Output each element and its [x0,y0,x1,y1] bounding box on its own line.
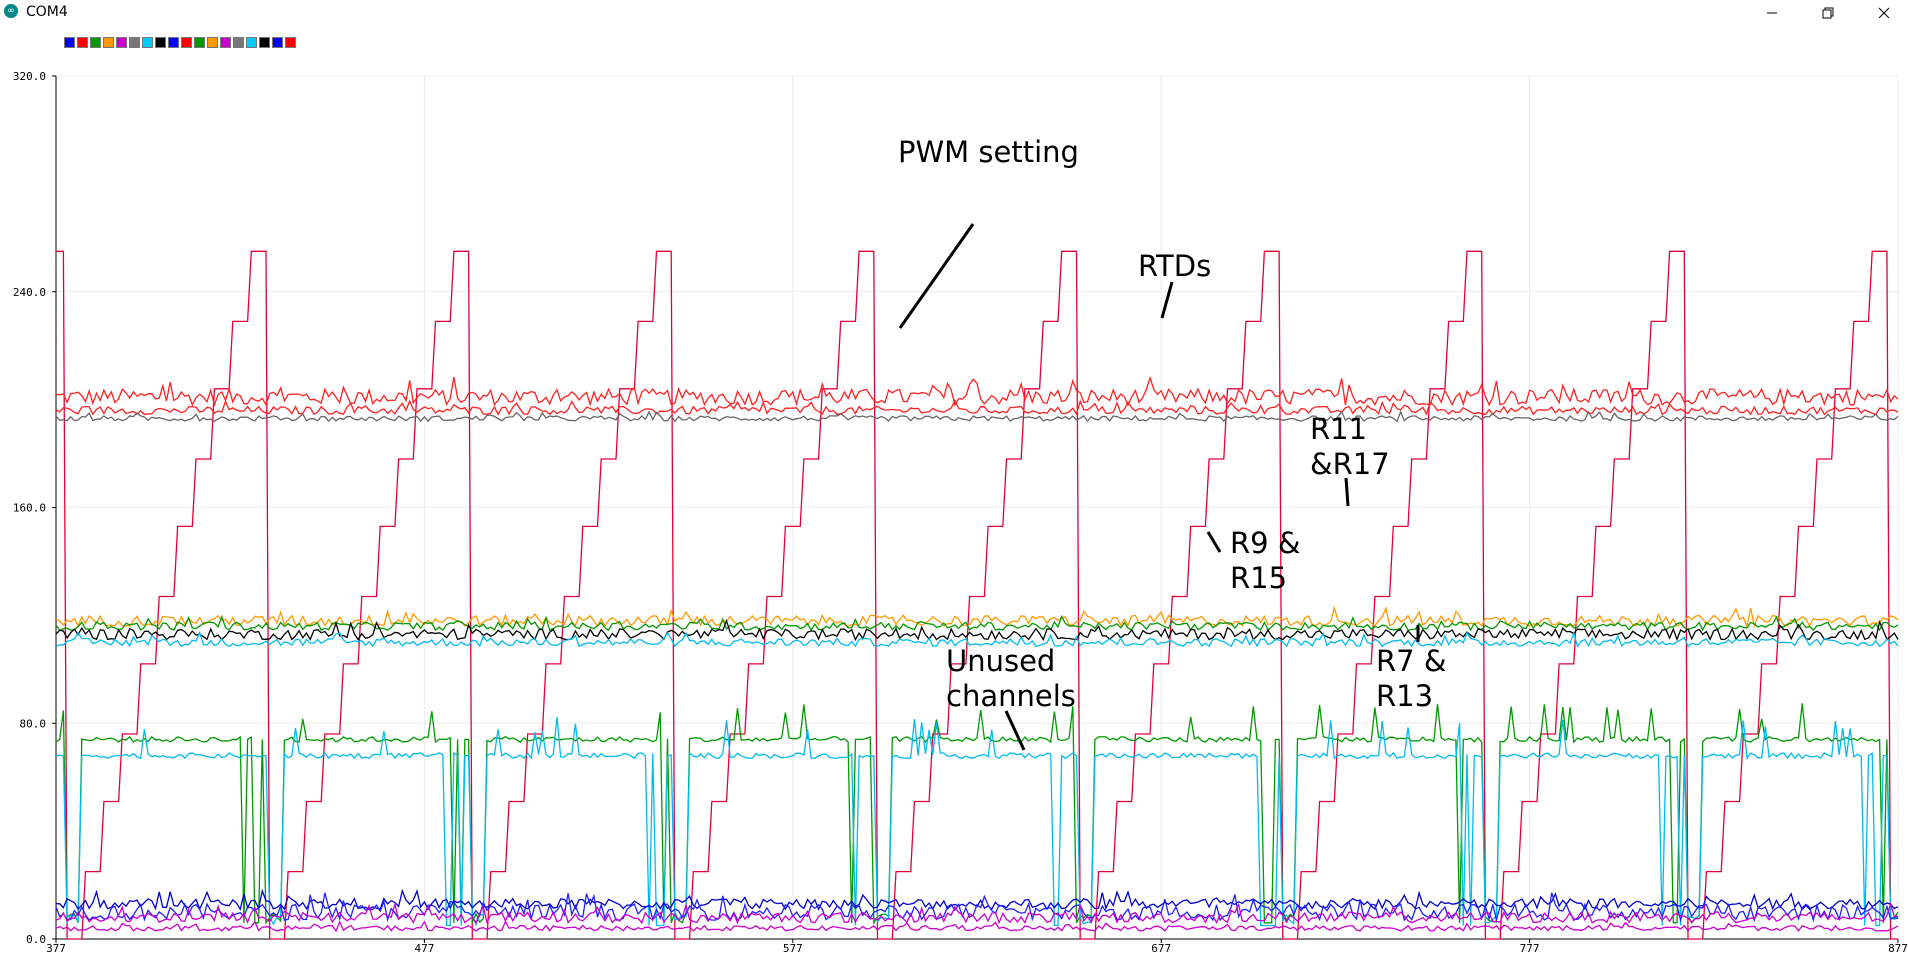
chart-annotations: PWM setting RTDs R11&R17 R9 &R15 R7 &R13 Unus… [898,135,1446,751]
series-line [55,618,1899,642]
series-line [55,630,1899,648]
legend-swatch [233,37,244,48]
x-tick-label: 777 [1520,942,1540,955]
annotation-leader [1344,477,1350,507]
x-tick-label: 677 [1151,942,1171,955]
legend-swatch [272,37,283,48]
legend-swatch [285,37,296,48]
series-line [55,892,1899,923]
chart-axes: 0.0 80.0 160.0 240.0 320.0 377 477 577 677 777 877 [13,70,1908,955]
legend-swatch [77,37,88,48]
annotation-label: PWM setting [898,135,1079,169]
legend-swatch [181,37,192,48]
legend-swatch [90,37,101,48]
series-line [55,703,1899,926]
restore-button[interactable] [1800,0,1856,26]
series-line [55,398,1899,416]
close-icon [1878,7,1890,19]
annotation-label: R15 [1230,561,1287,595]
series-line [56,250,1898,940]
series-line [55,375,1899,408]
legend-swatch [259,37,270,48]
legend-swatch [116,37,127,48]
restore-icon [1822,7,1834,19]
legend-swatch [64,37,75,48]
x-tick-label: 577 [783,942,803,955]
legend-swatch [207,37,218,48]
annotation-leader [1160,281,1174,319]
window-title: COM4 [26,4,68,20]
legend-swatch [246,37,257,48]
annotation-label: &R17 [1310,447,1390,481]
series-legend [64,37,298,48]
annotation-leader [1206,531,1222,553]
legend-swatch [194,37,205,48]
legend-swatch [103,37,114,48]
annotation-label: channels [946,679,1076,713]
x-tick-label: 877 [1888,942,1908,955]
y-tick-label: 160.0 [13,502,46,515]
x-tick-label: 477 [414,942,434,955]
close-button[interactable] [1856,0,1908,26]
annotation-label: R13 [1376,679,1433,713]
annotation-label: Unused [946,644,1055,678]
window-titlebar: ∞ COM4 [0,0,1908,26]
minimize-button[interactable] [1744,0,1800,26]
chart-series [55,250,1899,940]
chart-grid [55,75,1899,940]
series-line [55,717,1899,927]
y-tick-label: 80.0 [20,717,47,730]
annotation-label: R9 & [1230,526,1300,560]
series-line [55,614,1899,632]
legend-swatch [142,37,153,48]
series-line [55,901,1899,925]
legend-swatch [129,37,140,48]
series-line [55,410,1899,423]
legend-swatch [168,37,179,48]
legend-swatch [220,37,231,48]
minimize-icon [1767,12,1777,14]
annotation-leader [1004,710,1026,751]
y-tick-label: 240.0 [13,286,46,299]
annotation-label: RTDs [1138,249,1211,283]
serial-plotter-chart: 0.0 80.0 160.0 240.0 320.0 377 477 577 677 777 877… [13,70,1908,955]
arduino-icon: ∞ [4,4,18,18]
series-line [55,605,1899,629]
legend-swatch [155,37,166,48]
y-tick-label: 0.0 [26,933,46,946]
x-tick-label: 377 [46,942,66,955]
annotation-leader [898,223,975,329]
y-tick-label: 320.0 [13,70,46,83]
annotation-label: R7 & [1376,644,1446,678]
series-line [55,920,1899,933]
annotation-label: R11 [1310,412,1367,446]
